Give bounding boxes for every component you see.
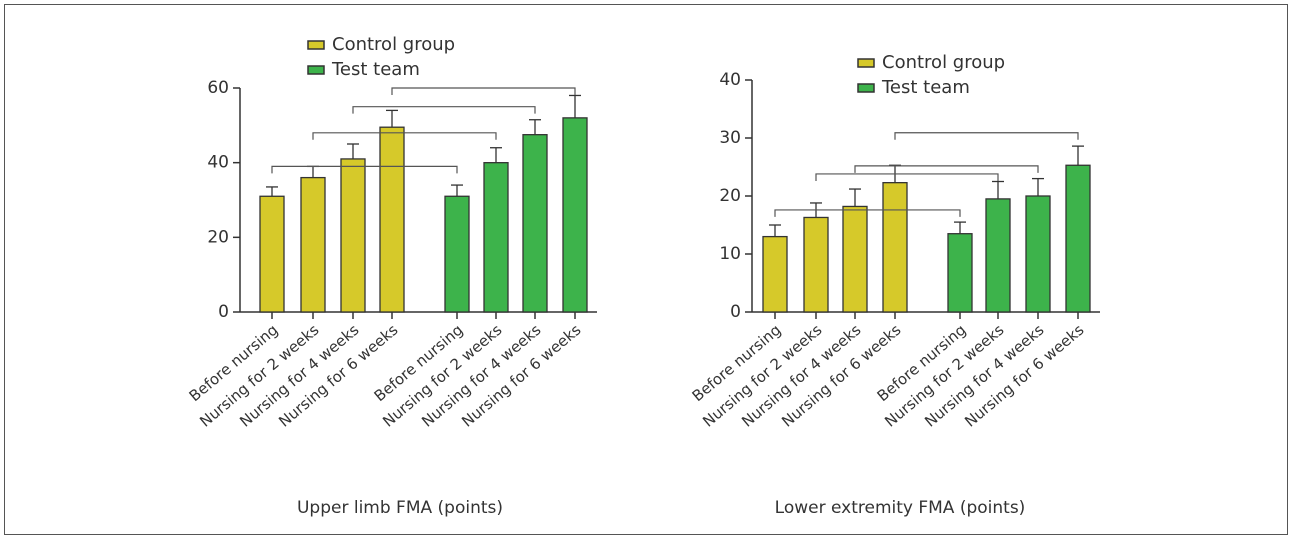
legend-label: Control group [882, 52, 1005, 73]
significance-bracket [894, 132, 1079, 140]
y-tick-label: 0 [730, 302, 741, 322]
bar [259, 195, 285, 313]
significance-bracket [352, 106, 536, 114]
bar [1065, 164, 1091, 313]
bar [483, 162, 509, 313]
bar [985, 198, 1011, 313]
significance-bracket [312, 132, 497, 140]
legend-label: Test team [881, 77, 970, 98]
legend-swatch [857, 83, 875, 93]
y-tick-label: 40 [207, 153, 229, 173]
y-tick-label: 20 [207, 227, 229, 247]
figure-frame [4, 4, 1288, 535]
significance-bracket [391, 87, 576, 95]
significance-bracket [854, 165, 1039, 173]
bar [762, 235, 788, 313]
legend-swatch [307, 40, 325, 50]
legend-swatch [307, 65, 325, 75]
y-tick-label: 30 [719, 128, 741, 148]
y-tick-label: 40 [719, 70, 741, 90]
bar [562, 117, 588, 313]
y-tick-label: 60 [207, 78, 229, 98]
significance-bracket [271, 165, 458, 174]
y-tick-label: 0 [218, 302, 229, 322]
x-axis-title: Lower extremity FMA (points) [775, 498, 1026, 518]
y-tick-label: 10 [719, 244, 741, 264]
significance-bracket [815, 173, 999, 181]
significance-bracket [774, 209, 961, 217]
legend-label: Test team [331, 59, 420, 80]
bar [1025, 195, 1051, 313]
bar [444, 195, 470, 313]
legend-label: Control group [332, 34, 455, 55]
bar [803, 216, 829, 313]
legend-swatch [857, 58, 875, 68]
bar [882, 182, 908, 313]
bar [842, 205, 868, 313]
y-tick-label: 20 [719, 186, 741, 206]
bar [300, 176, 326, 313]
bar [522, 134, 548, 313]
x-axis-title: Upper limb FMA (points) [297, 498, 503, 518]
bar [340, 158, 366, 313]
bar [947, 233, 973, 313]
bar [379, 126, 405, 313]
